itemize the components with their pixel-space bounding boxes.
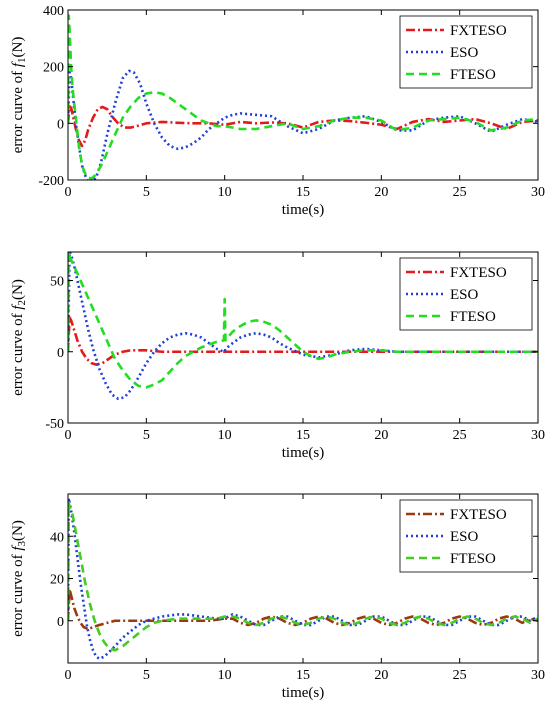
chart-panel-3: 0 5 10 15 20 25 30 0 20 40 time(s) error curve of f… xyxy=(10,493,545,701)
x-tick-label: 30 xyxy=(531,668,545,683)
legend: FXTESO ESO FTESO xyxy=(399,257,533,331)
x-tick-label: 15 xyxy=(296,185,310,200)
x-tick-label: 25 xyxy=(453,428,467,443)
x-tick-label: 10 xyxy=(218,185,232,200)
legend-label-fteso: FTESO xyxy=(450,309,496,325)
legend: FXTESO ESO FTESO xyxy=(399,499,533,573)
legend: FXTESO ESO FTESO xyxy=(399,15,533,89)
legend-label-eso: ESO xyxy=(450,45,479,61)
x-tick-label: 15 xyxy=(296,668,310,683)
y-tick-label: 0 xyxy=(57,117,64,132)
x-tick-label: 20 xyxy=(374,428,388,443)
y-tick-label: 40 xyxy=(50,530,64,545)
x-tick-label: 30 xyxy=(531,428,545,443)
x-tick-label: 20 xyxy=(374,668,388,683)
legend-label-fxteso: FXTESO xyxy=(450,507,507,523)
x-axis-label: time(s) xyxy=(282,202,325,218)
x-tick-label: 30 xyxy=(531,185,545,200)
legend-label-fteso: FTESO xyxy=(450,67,496,83)
x-tick-label: 25 xyxy=(453,668,467,683)
x-tick-label: 0 xyxy=(65,185,72,200)
series-line-eso xyxy=(68,496,538,661)
plot-area xyxy=(68,252,538,401)
y-tick-label: -50 xyxy=(45,417,64,432)
x-tick-label: 25 xyxy=(453,185,467,200)
x-tick-label: 10 xyxy=(218,428,232,443)
x-tick-label: 5 xyxy=(143,428,150,443)
y-axis-label: error curve of f3(N) xyxy=(10,520,28,637)
x-tick-label: 0 xyxy=(65,428,72,443)
x-axis-label: time(s) xyxy=(282,685,325,701)
legend-label-fxteso: FXTESO xyxy=(450,265,507,281)
x-tick-label: 15 xyxy=(296,428,310,443)
legend-label-fteso: FTESO xyxy=(450,551,496,567)
legend-label-eso: ESO xyxy=(450,529,479,545)
series-line-fxteso xyxy=(68,587,538,631)
x-tick-label: 5 xyxy=(143,185,150,200)
series-line-fxteso xyxy=(68,105,538,148)
x-tick-label: 20 xyxy=(374,185,388,200)
y-axis-label: error curve of f2(N) xyxy=(10,279,28,396)
legend-label-fxteso: FXTESO xyxy=(450,23,507,39)
y-axis-label: error curve of f1(N) xyxy=(10,37,28,154)
x-tick-label: 5 xyxy=(143,668,150,683)
x-tick-label: 0 xyxy=(65,668,72,683)
legend-label-eso: ESO xyxy=(450,287,479,303)
y-tick-label: 50 xyxy=(50,275,64,290)
plot-area xyxy=(68,496,538,661)
y-tick-label: 0 xyxy=(57,346,64,361)
y-tick-label: 400 xyxy=(43,4,64,19)
series-line-fteso xyxy=(68,252,538,389)
plot-area xyxy=(68,14,538,180)
series-line-fteso xyxy=(68,501,538,652)
x-axis-label: time(s) xyxy=(282,445,325,461)
y-tick-label: 20 xyxy=(50,573,64,588)
y-tick-label: 200 xyxy=(43,61,64,76)
y-tick-label: -200 xyxy=(38,174,64,189)
y-tick-label: 0 xyxy=(57,615,64,630)
x-tick-label: 10 xyxy=(218,668,232,683)
series-line-fteso xyxy=(68,14,538,180)
